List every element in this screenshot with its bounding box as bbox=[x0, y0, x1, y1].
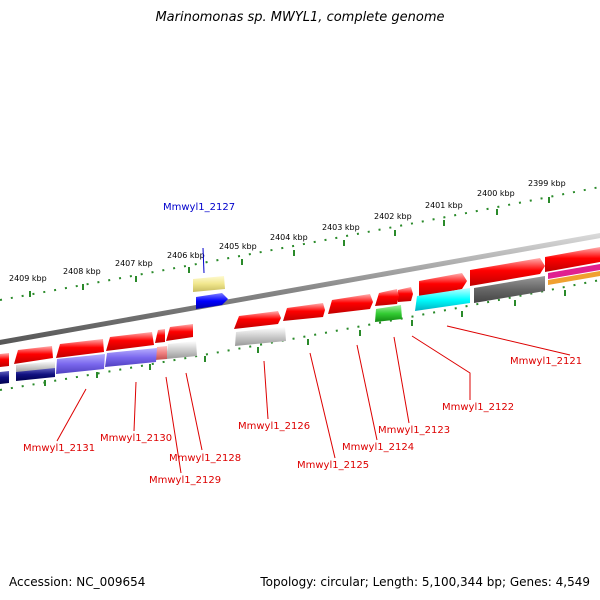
outer-major-ticks bbox=[29, 197, 550, 297]
inner-major-ticks bbox=[44, 290, 566, 386]
gene-label-2128[interactable]: Mmwyl1_2128 bbox=[169, 453, 241, 464]
feature-salmon[interactable] bbox=[155, 346, 167, 360]
cds-arrow[interactable] bbox=[56, 339, 104, 358]
cds-arrow[interactable] bbox=[375, 289, 399, 306]
gene-label-2131[interactable]: Mmwyl1_2131 bbox=[23, 443, 95, 454]
cds-arrow[interactable] bbox=[106, 332, 154, 351]
cds-arrow[interactable] bbox=[398, 287, 413, 302]
kbp-label-2405: 2405 kbp bbox=[219, 242, 257, 251]
gene-label-2127[interactable]: Mmwyl1_2127 bbox=[163, 202, 235, 213]
cds-arrow[interactable] bbox=[470, 258, 545, 286]
map-title: Marinomonas sp. MWYL1, complete genome bbox=[155, 10, 445, 25]
gene-label-2123[interactable]: Mmwyl1_2123 bbox=[378, 425, 450, 436]
feature-2126-gray[interactable] bbox=[235, 327, 286, 346]
cds-arrow[interactable] bbox=[328, 294, 373, 314]
gene-label-2121[interactable]: Mmwyl1_2121 bbox=[510, 356, 582, 367]
kbp-label-2406: 2406 kbp bbox=[167, 251, 205, 260]
feature-strip-orange bbox=[548, 271, 600, 285]
genome-backbone bbox=[0, 233, 600, 346]
gene-label-2124[interactable]: Mmwyl1_2124 bbox=[342, 442, 414, 453]
cds-arrow[interactable] bbox=[419, 273, 467, 297]
topology-text: Topology: circular; Length: 5,100,344 bp… bbox=[260, 575, 590, 589]
gene-label-2126[interactable]: Mmwyl1_2126 bbox=[238, 421, 310, 432]
cds-arrow[interactable] bbox=[14, 346, 53, 364]
cds-arrow[interactable] bbox=[234, 311, 281, 329]
kbp-label-2400: 2400 kbp bbox=[477, 189, 515, 198]
feature-navy[interactable] bbox=[16, 368, 55, 381]
cds-arrow[interactable] bbox=[155, 329, 165, 343]
kbp-label-2399: 2399 kbp bbox=[528, 179, 566, 188]
gene-label-2125[interactable]: Mmwyl1_2125 bbox=[297, 460, 369, 471]
kbp-label-2408: 2408 kbp bbox=[63, 267, 101, 276]
gene-label-2130[interactable]: Mmwyl1_2130 bbox=[100, 433, 172, 444]
kbp-label-2407: 2407 kbp bbox=[115, 259, 153, 268]
feature-2122-cyan[interactable] bbox=[415, 288, 470, 311]
cds-arrow[interactable] bbox=[0, 353, 9, 367]
feature-2121-darkgray[interactable] bbox=[474, 276, 545, 303]
feature-2127-khaki[interactable] bbox=[193, 276, 225, 292]
kbp-label-2403: 2403 kbp bbox=[322, 223, 360, 232]
feature-2127-blue[interactable] bbox=[196, 293, 228, 309]
feature-2131-purple[interactable] bbox=[56, 354, 105, 374]
cds-arrow[interactable] bbox=[166, 324, 193, 341]
leader-lines bbox=[56, 247, 571, 474]
feature-strip-magenta bbox=[548, 264, 600, 279]
kbp-label-2402: 2402 kbp bbox=[374, 212, 412, 221]
feature-2123-green[interactable] bbox=[375, 305, 402, 322]
gene-label-2129[interactable]: Mmwyl1_2129 bbox=[149, 475, 221, 486]
cds-arrow[interactable] bbox=[545, 247, 600, 272]
kbp-label-2401: 2401 kbp bbox=[425, 201, 463, 210]
cds-arrow[interactable] bbox=[283, 303, 325, 321]
kbp-label-2404: 2404 kbp bbox=[270, 233, 308, 242]
feature-2128-lightgray[interactable] bbox=[166, 341, 197, 359]
feature-2130-purple[interactable] bbox=[105, 348, 157, 367]
feature-navy[interactable] bbox=[0, 371, 9, 384]
kbp-label-2409: 2409 kbp bbox=[9, 274, 47, 283]
accession-text: Accession: NC_009654 bbox=[9, 575, 146, 589]
gene-label-2122[interactable]: Mmwyl1_2122 bbox=[442, 402, 514, 413]
